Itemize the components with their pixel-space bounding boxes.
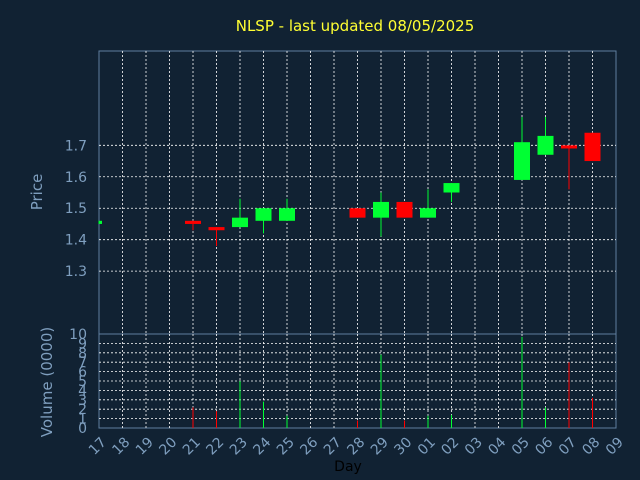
candle-body — [561, 145, 577, 149]
price-tick-label: 1.3 — [65, 264, 87, 280]
volume-tick-label: 4 — [78, 383, 87, 399]
candle-body — [537, 135, 554, 155]
volume-tick-label: 7 — [78, 355, 87, 371]
candle-body — [185, 220, 201, 224]
price-tick-label: 1.7 — [65, 138, 87, 154]
candle-body — [99, 220, 102, 224]
volume-tick-label: 0 — [78, 421, 87, 437]
volume-axis-label: Volume (0000) — [38, 327, 56, 437]
volume-tick-label: 9 — [78, 336, 87, 352]
price-tick-label: 1.6 — [65, 170, 87, 186]
chart-title: NLSP - last updated 08/05/2025 — [236, 17, 475, 35]
price-axis-label: Price — [28, 174, 46, 211]
volume-tick-label: 10 — [69, 327, 87, 343]
volume-tick-label: 6 — [78, 365, 87, 381]
candle-body — [584, 132, 601, 162]
candle-body — [514, 142, 530, 180]
volume-tick-label: 2 — [78, 402, 87, 418]
price-tick-label: 1.4 — [65, 233, 87, 249]
candle-body — [279, 208, 295, 221]
candle-body — [420, 208, 436, 218]
x-axis: 17 18 19 20 21 22 23 24 25 26 27 28 29 30 01 02 03 04 05 06… — [86, 434, 627, 458]
volume-tick-label: 3 — [78, 393, 87, 409]
price-panel: 1.3 1.4 1.5 1.6 1.7 — [65, 50, 617, 335]
candle-body — [208, 227, 225, 231]
candle-body — [232, 217, 248, 228]
candle-body — [396, 201, 413, 218]
volume-tick-label: 1 — [78, 412, 87, 428]
price-tick-label: 1.5 — [65, 201, 87, 217]
candle-body — [443, 183, 460, 193]
volume-tick-label: 8 — [78, 346, 87, 362]
volume-tick-label: 5 — [78, 374, 87, 390]
candle-body — [349, 208, 366, 218]
x-axis-label: Day — [334, 459, 362, 475]
candle-body — [255, 208, 272, 221]
candle-body — [373, 201, 389, 218]
